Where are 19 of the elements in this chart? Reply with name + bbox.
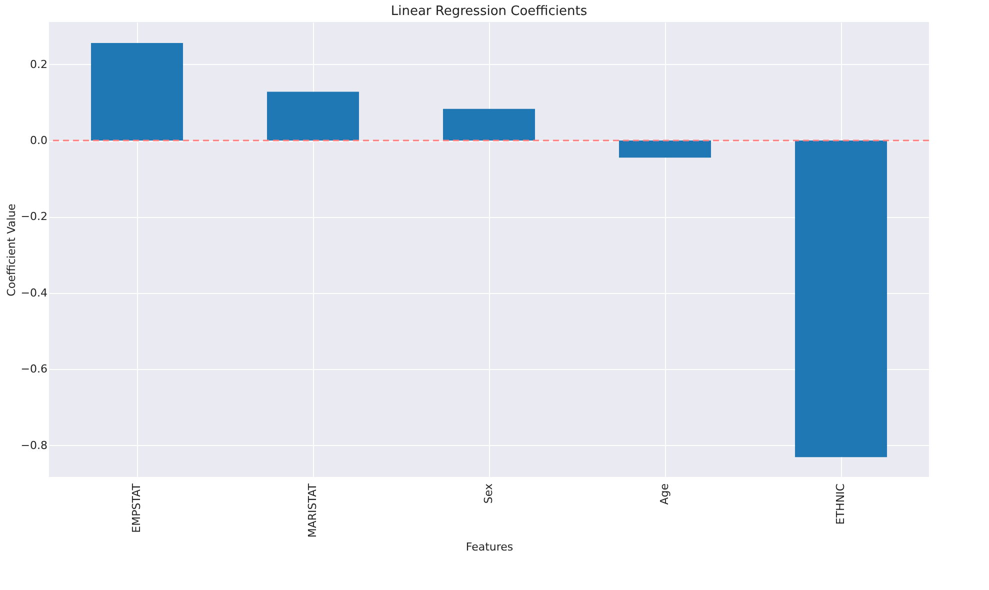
y-tick-label: 0.0 (30, 134, 48, 148)
x-tick-label: MARISTAT (306, 483, 319, 538)
bar (443, 108, 535, 141)
bar (91, 42, 183, 141)
y-tick-label: −0.8 (20, 438, 48, 452)
bar (795, 140, 887, 458)
y-tick-label: −0.4 (20, 286, 48, 300)
x-tick-label: Age (658, 483, 671, 505)
y-axis-title: Coefficient Value (4, 203, 18, 296)
bar (619, 140, 711, 158)
x-tick-label: ETHNIC (834, 483, 847, 525)
x-tick-label: EMPSTAT (130, 483, 143, 533)
y-tick-label: −0.2 (20, 210, 48, 224)
chart-title: Linear Regression Coefficients (390, 4, 588, 19)
x-tick-label: Sex (482, 483, 495, 504)
x-axis-title: Features (466, 540, 514, 554)
y-tick-label: 0.2 (30, 58, 48, 71)
y-tick-label: −0.6 (20, 362, 48, 376)
bar (267, 92, 359, 141)
